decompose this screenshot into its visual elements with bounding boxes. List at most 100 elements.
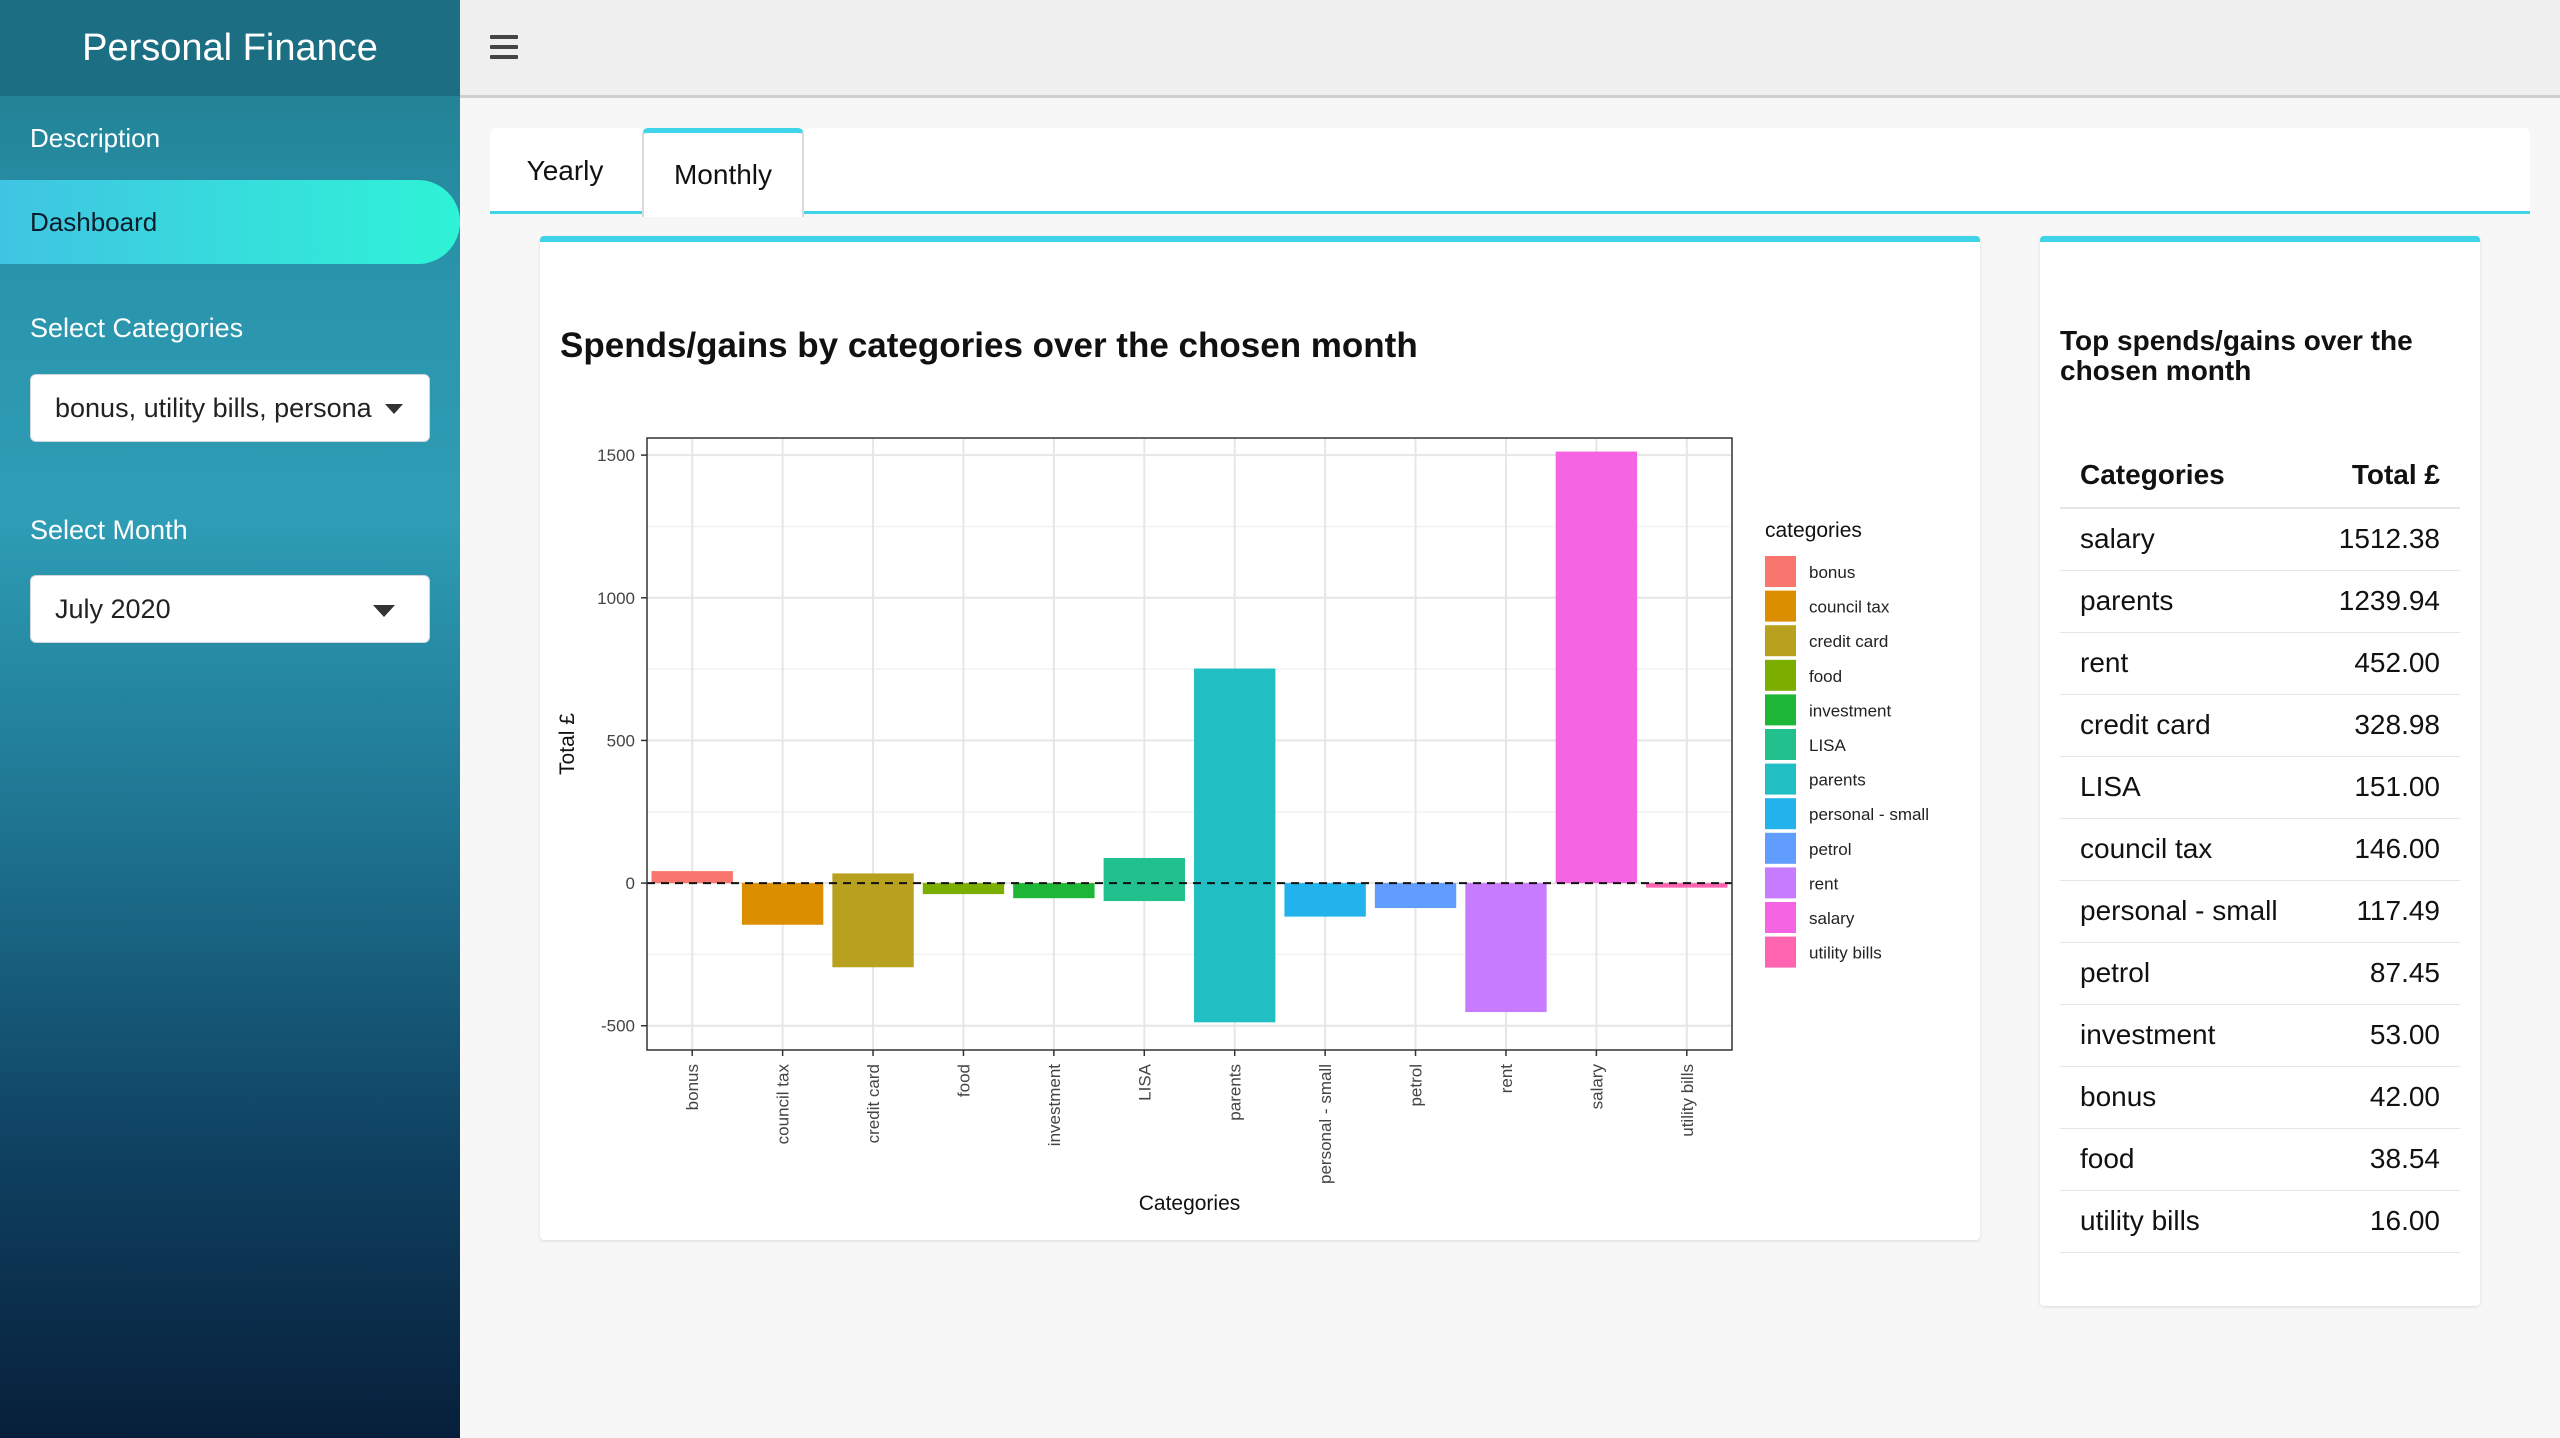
cell-category: salary [2060, 508, 2311, 571]
x-tick-label: LISA [1135, 1063, 1154, 1101]
legend-swatch [1765, 625, 1796, 657]
cell-category: rent [2060, 632, 2311, 695]
bar-bonus [651, 871, 733, 884]
select-month-value: July 2020 [55, 593, 171, 624]
bar-food [922, 883, 1005, 895]
table-row: parents 1239.94 [2060, 570, 2460, 633]
top-bar [460, 0, 2560, 98]
y-tick-label: -500 [601, 1017, 635, 1036]
top-spends-card: Top spends/gains over the chosen month C… [2040, 236, 2480, 1306]
legend-label: investment [1809, 701, 1891, 720]
app-brand[interactable]: Personal Finance [0, 0, 460, 96]
column-header-categories[interactable]: Categories [2060, 442, 2311, 509]
bar-rent [1465, 883, 1547, 1013]
bar-petrol [1374, 883, 1457, 909]
cell-category: petrol [2060, 942, 2311, 1005]
cell-total: 53.00 [2310, 1004, 2460, 1067]
bar-salary [1555, 451, 1638, 884]
cell-total: 1239.94 [2310, 570, 2460, 633]
column-header-total[interactable]: Total £ [2310, 442, 2460, 509]
table-row: council tax 146.00 [2060, 818, 2460, 881]
legend-swatch [1765, 556, 1796, 587]
select-categories-dropdown[interactable]: bonus, utility bills, persona [30, 374, 430, 442]
chevron-down-icon [385, 404, 403, 414]
legend-label: bonus [1809, 563, 1855, 582]
chevron-down-icon [373, 605, 395, 617]
legend-swatch [1765, 729, 1796, 760]
legend-swatch [1765, 936, 1796, 968]
legend-swatch [1765, 798, 1796, 830]
table-row: petrol 87.45 [2060, 942, 2460, 1005]
x-tick-label: credit card [864, 1064, 883, 1143]
cell-total: 38.54 [2310, 1128, 2460, 1191]
tab-monthly[interactable]: Monthly [642, 128, 804, 217]
top-spends-table: Categories Total £ salary 1512.38 parents 1… [2060, 442, 2460, 1253]
cell-total: 151.00 [2310, 756, 2460, 819]
select-month-dropdown[interactable]: July 2020 [30, 575, 430, 643]
cell-total: 42.00 [2310, 1066, 2460, 1129]
legend-label: rent [1809, 874, 1839, 893]
cell-category: investment [2060, 1004, 2311, 1067]
cell-total: 328.98 [2310, 694, 2460, 757]
plot-panel [647, 438, 1732, 1050]
top-spends-title: Top spends/gains over the chosen month [2060, 325, 2413, 386]
legend-label: salary [1809, 909, 1855, 928]
x-tick-label: salary [1587, 1064, 1606, 1110]
cell-category: council tax [2060, 818, 2311, 881]
bar-investment [1013, 883, 1095, 899]
y-tick-label: 0 [626, 874, 635, 893]
chart-card: Spends/gains by categories over the chos… [540, 236, 1980, 1240]
table-body: salary 1512.38 parents 1239.94 rent 452.00 cre… [2060, 508, 2460, 1253]
y-tick-label: 1000 [597, 589, 635, 608]
table-row: LISA 151.00 [2060, 756, 2460, 819]
chart-title: Spends/gains by categories over the chos… [560, 326, 1418, 365]
y-tick-label: 500 [607, 731, 635, 750]
legend-swatch [1765, 590, 1796, 622]
x-tick-label: bonus [683, 1064, 702, 1110]
bar-personal-small [1284, 883, 1366, 917]
nav-item-dashboard[interactable]: Dashboard [0, 180, 460, 264]
legend-label: LISA [1809, 736, 1847, 755]
table-row: bonus 42.00 [2060, 1066, 2460, 1129]
cell-category: credit card [2060, 694, 2311, 757]
legend-label: parents [1809, 771, 1866, 790]
legend-title: categories [1765, 519, 1862, 542]
x-tick-label: utility bills [1678, 1064, 1697, 1137]
legend-label: utility bills [1809, 944, 1882, 963]
cell-category: food [2060, 1128, 2311, 1191]
x-tick-label: investment [1045, 1064, 1064, 1146]
cell-category: LISA [2060, 756, 2311, 819]
select-categories-label: Select Categories [30, 313, 244, 343]
cell-total: 146.00 [2310, 818, 2460, 881]
cell-total: 87.45 [2310, 942, 2460, 1005]
legend-swatch [1765, 832, 1796, 864]
table-row: investment 53.00 [2060, 1004, 2460, 1067]
select-month-label: Select Month [30, 515, 188, 545]
legend-label: personal - small [1809, 805, 1929, 824]
legend-swatch [1765, 763, 1796, 795]
bar-utility-bills [1646, 883, 1728, 888]
legend-label: petrol [1809, 840, 1852, 859]
hamburger-menu-icon[interactable] [490, 35, 518, 59]
table-header-row: Categories Total £ [2060, 442, 2460, 509]
table-row: credit card 328.98 [2060, 694, 2460, 757]
bar-parents [1194, 668, 1276, 1023]
x-tick-label: personal - small [1316, 1064, 1335, 1184]
plot-border [646, 437, 1733, 1051]
cell-total: 452.00 [2310, 632, 2460, 695]
table-row: personal - small 117.49 [2060, 880, 2460, 943]
legend-swatch [1765, 902, 1796, 933]
cell-total: 1512.38 [2310, 508, 2460, 571]
nav-item-description[interactable]: Description [30, 122, 161, 153]
y-axis-title: Total £ [556, 713, 579, 775]
legend-swatch [1765, 694, 1796, 726]
x-tick-label: food [954, 1064, 973, 1097]
cell-total: 117.49 [2310, 880, 2460, 943]
legend-swatch [1765, 867, 1796, 899]
tab-yearly[interactable]: Yearly [526, 155, 604, 186]
bar-council-tax [741, 883, 824, 925]
tabs-bar: Yearly Monthly [490, 128, 2530, 217]
sidebar: Personal Finance Description Dashboard S… [0, 0, 460, 1438]
legend-label: food [1809, 667, 1842, 686]
bar-credit-card [832, 873, 914, 968]
